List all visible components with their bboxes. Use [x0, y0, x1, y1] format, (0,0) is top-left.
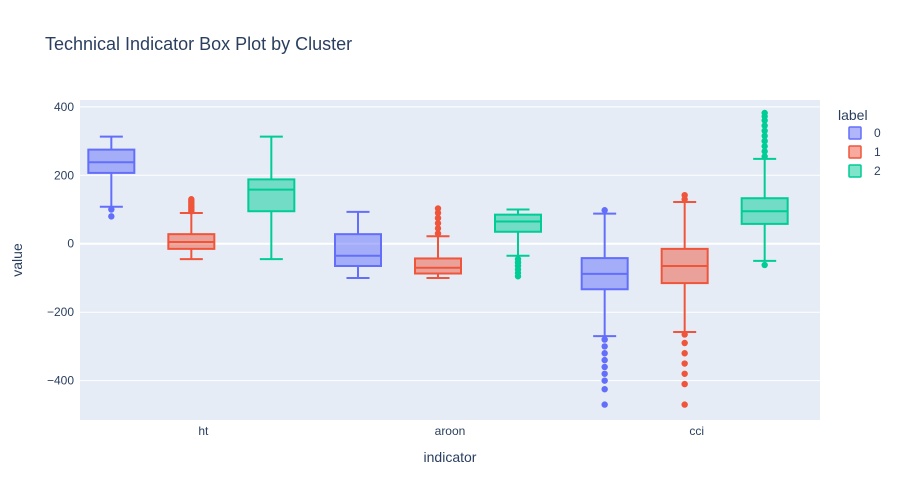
outlier-point — [761, 132, 768, 140]
outlier-point — [681, 360, 688, 367]
outlier-point — [761, 127, 768, 135]
outlier-point — [601, 207, 608, 214]
x-tick-label: ht — [198, 424, 209, 438]
y-tick-label: 0 — [67, 237, 74, 251]
outlier-point — [601, 363, 608, 371]
outlier-point — [761, 109, 768, 117]
outlier-point — [761, 122, 768, 129]
outlier-point — [601, 377, 608, 384]
box-ht-cluster-0 — [87, 135, 136, 220]
outlier-point — [761, 261, 768, 269]
outlier-point — [681, 350, 688, 357]
box-aroon-cluster-2 — [494, 208, 542, 280]
x-axis-title: indicator — [424, 449, 477, 465]
y-tick-label: −400 — [47, 374, 74, 388]
outlier-point — [681, 331, 688, 338]
outlier-point — [681, 191, 688, 199]
box-cci-cluster-0 — [580, 207, 629, 408]
outlier-point — [434, 205, 442, 212]
legend-title: label — [838, 107, 868, 123]
box-cci-cluster-2 — [740, 109, 789, 269]
outlier-point — [108, 206, 115, 213]
outlier-point — [108, 213, 115, 220]
legend-label: 0 — [874, 126, 881, 140]
box-iqr — [247, 178, 296, 213]
legend-item-1: 1 — [848, 145, 881, 159]
box-aroon-cluster-1 — [414, 205, 462, 279]
outlier-point — [681, 401, 688, 408]
y-tick-label: −200 — [47, 305, 74, 319]
outlier-point — [761, 143, 768, 150]
outlier-point — [761, 148, 768, 155]
legend: label 0 1 2 — [838, 107, 881, 178]
chart-title: Technical Indicator Box Plot by Cluster — [45, 34, 352, 54]
outlier-point — [434, 209, 442, 217]
outlier-point — [188, 196, 195, 203]
legend-item-0: 0 — [848, 126, 881, 140]
legend-swatch — [848, 164, 862, 178]
y-tick-label: 400 — [54, 100, 74, 114]
x-axis-ticks: ht aroon cci — [198, 424, 704, 438]
x-tick-label: aroon — [435, 424, 466, 438]
legend-swatch — [848, 126, 862, 140]
x-tick-label: cci — [689, 424, 704, 438]
box-ht-cluster-2 — [247, 135, 296, 261]
outlier-point — [761, 137, 768, 145]
outlier-point — [434, 220, 442, 227]
legend-label: 2 — [874, 164, 881, 178]
outlier-point — [434, 214, 442, 222]
y-axis-ticks: 400 200 0 −200 −400 — [47, 100, 74, 388]
box-ht-cluster-1 — [167, 196, 216, 261]
legend-swatch — [848, 145, 862, 159]
box-aroon-cluster-0 — [334, 210, 382, 279]
y-tick-label: 200 — [54, 168, 74, 182]
box-cci-cluster-1 — [660, 191, 709, 408]
outlier-point — [681, 370, 688, 377]
outlier-point — [761, 153, 768, 160]
outlier-point — [681, 339, 688, 347]
boxes-layer — [87, 109, 789, 408]
outlier-point — [514, 273, 522, 280]
box-iqr — [87, 148, 136, 174]
y-axis-title: value — [9, 243, 25, 277]
legend-item-2: 2 — [848, 164, 881, 178]
box-iqr — [414, 257, 462, 275]
box-iqr — [494, 213, 542, 233]
outlier-point — [601, 336, 608, 343]
outlier-point — [434, 230, 442, 237]
outlier-point — [601, 343, 608, 350]
outlier-point — [601, 356, 608, 364]
outlier-point — [601, 401, 608, 408]
box-iqr — [334, 233, 382, 267]
outlier-point — [601, 350, 608, 357]
outlier-point — [601, 370, 608, 377]
outlier-point — [434, 225, 442, 232]
outlier-point — [681, 380, 688, 388]
legend-label: 1 — [874, 145, 881, 159]
outlier-point — [601, 385, 608, 393]
